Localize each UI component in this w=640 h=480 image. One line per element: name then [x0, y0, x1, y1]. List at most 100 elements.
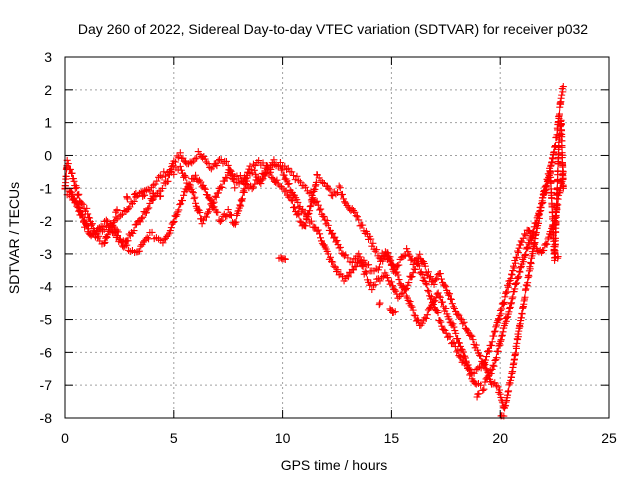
data-point — [204, 209, 212, 217]
data-point — [387, 278, 395, 286]
data-point — [302, 215, 310, 223]
data-point — [495, 315, 503, 323]
data-point — [487, 341, 495, 349]
data-point — [508, 299, 516, 307]
data-point — [540, 246, 548, 254]
data-point — [518, 238, 526, 246]
data-point — [189, 189, 197, 197]
data-point — [376, 299, 384, 307]
data-point — [218, 183, 226, 191]
data-point — [329, 229, 337, 237]
data-point — [182, 173, 190, 181]
data-point — [522, 245, 530, 253]
data-point — [540, 188, 548, 196]
data-point — [86, 230, 94, 238]
data-point — [159, 239, 167, 247]
data-point — [542, 182, 550, 190]
data-point — [344, 273, 352, 281]
data-point — [424, 268, 432, 276]
data-point — [375, 263, 383, 271]
data-point — [306, 207, 314, 215]
data-point — [446, 333, 454, 341]
data-point — [243, 171, 251, 179]
data-point — [124, 237, 132, 245]
data-point — [365, 261, 373, 269]
data-point — [497, 310, 505, 318]
data-point — [485, 347, 493, 355]
data-point — [274, 162, 282, 170]
data-point — [436, 317, 444, 325]
data-point — [375, 254, 383, 262]
data-point — [261, 172, 269, 180]
data-point — [207, 196, 215, 204]
data-point — [553, 184, 561, 192]
data-point — [534, 219, 542, 227]
data-point — [336, 243, 344, 251]
data-point — [192, 199, 200, 207]
y-tick-label: 2 — [44, 82, 52, 98]
data-point — [177, 166, 185, 174]
data-point — [281, 255, 289, 263]
data-point — [185, 180, 193, 188]
data-point — [253, 173, 261, 181]
data-point — [251, 180, 259, 188]
data-point — [135, 247, 143, 255]
data-point — [165, 171, 173, 179]
data-point — [423, 281, 431, 289]
data-point — [176, 162, 184, 170]
data-point — [352, 262, 360, 270]
data-point — [490, 362, 498, 370]
data-point — [515, 267, 523, 275]
data-point — [249, 183, 257, 191]
data-point — [266, 168, 274, 176]
data-point — [509, 293, 517, 301]
data-point — [309, 194, 317, 202]
data-point — [551, 234, 559, 242]
data-point — [137, 215, 145, 223]
data-point — [481, 360, 489, 368]
data-point — [316, 206, 324, 214]
data-point — [425, 274, 433, 282]
data-point — [355, 216, 363, 224]
series-track-a — [61, 83, 567, 394]
data-point — [258, 176, 266, 184]
data-point — [268, 173, 276, 181]
data-point — [559, 83, 567, 91]
data-point — [521, 251, 529, 259]
data-point — [172, 212, 180, 220]
data-point — [288, 168, 296, 176]
data-point — [73, 200, 81, 208]
data-point — [312, 178, 320, 186]
data-point — [359, 221, 367, 229]
y-tick-label: -4 — [40, 279, 53, 295]
data-point — [70, 194, 78, 202]
data-point — [212, 193, 220, 201]
data-point — [231, 184, 239, 192]
data-point — [480, 385, 488, 393]
data-point — [196, 209, 204, 216]
data-point — [193, 154, 201, 162]
data-point — [176, 201, 184, 209]
data-point — [416, 250, 424, 258]
data-point — [367, 235, 375, 243]
data-point — [434, 309, 442, 317]
data-point — [383, 274, 391, 282]
x-tick-label: 15 — [384, 430, 400, 446]
data-point — [224, 161, 232, 169]
data-point — [461, 360, 469, 368]
data-point — [116, 235, 124, 243]
data-point — [504, 283, 512, 291]
data-point — [387, 256, 395, 264]
data-point — [442, 305, 450, 312]
data-point — [248, 185, 256, 193]
y-tick-label: -6 — [40, 344, 53, 360]
data-point — [468, 332, 476, 340]
data-point — [230, 177, 238, 185]
y-tick-label: 0 — [44, 147, 52, 163]
data-point — [440, 326, 448, 334]
data-point — [368, 286, 376, 294]
data-point — [522, 250, 530, 258]
data-point — [373, 246, 381, 254]
data-point — [497, 336, 505, 344]
data-point — [68, 169, 76, 177]
